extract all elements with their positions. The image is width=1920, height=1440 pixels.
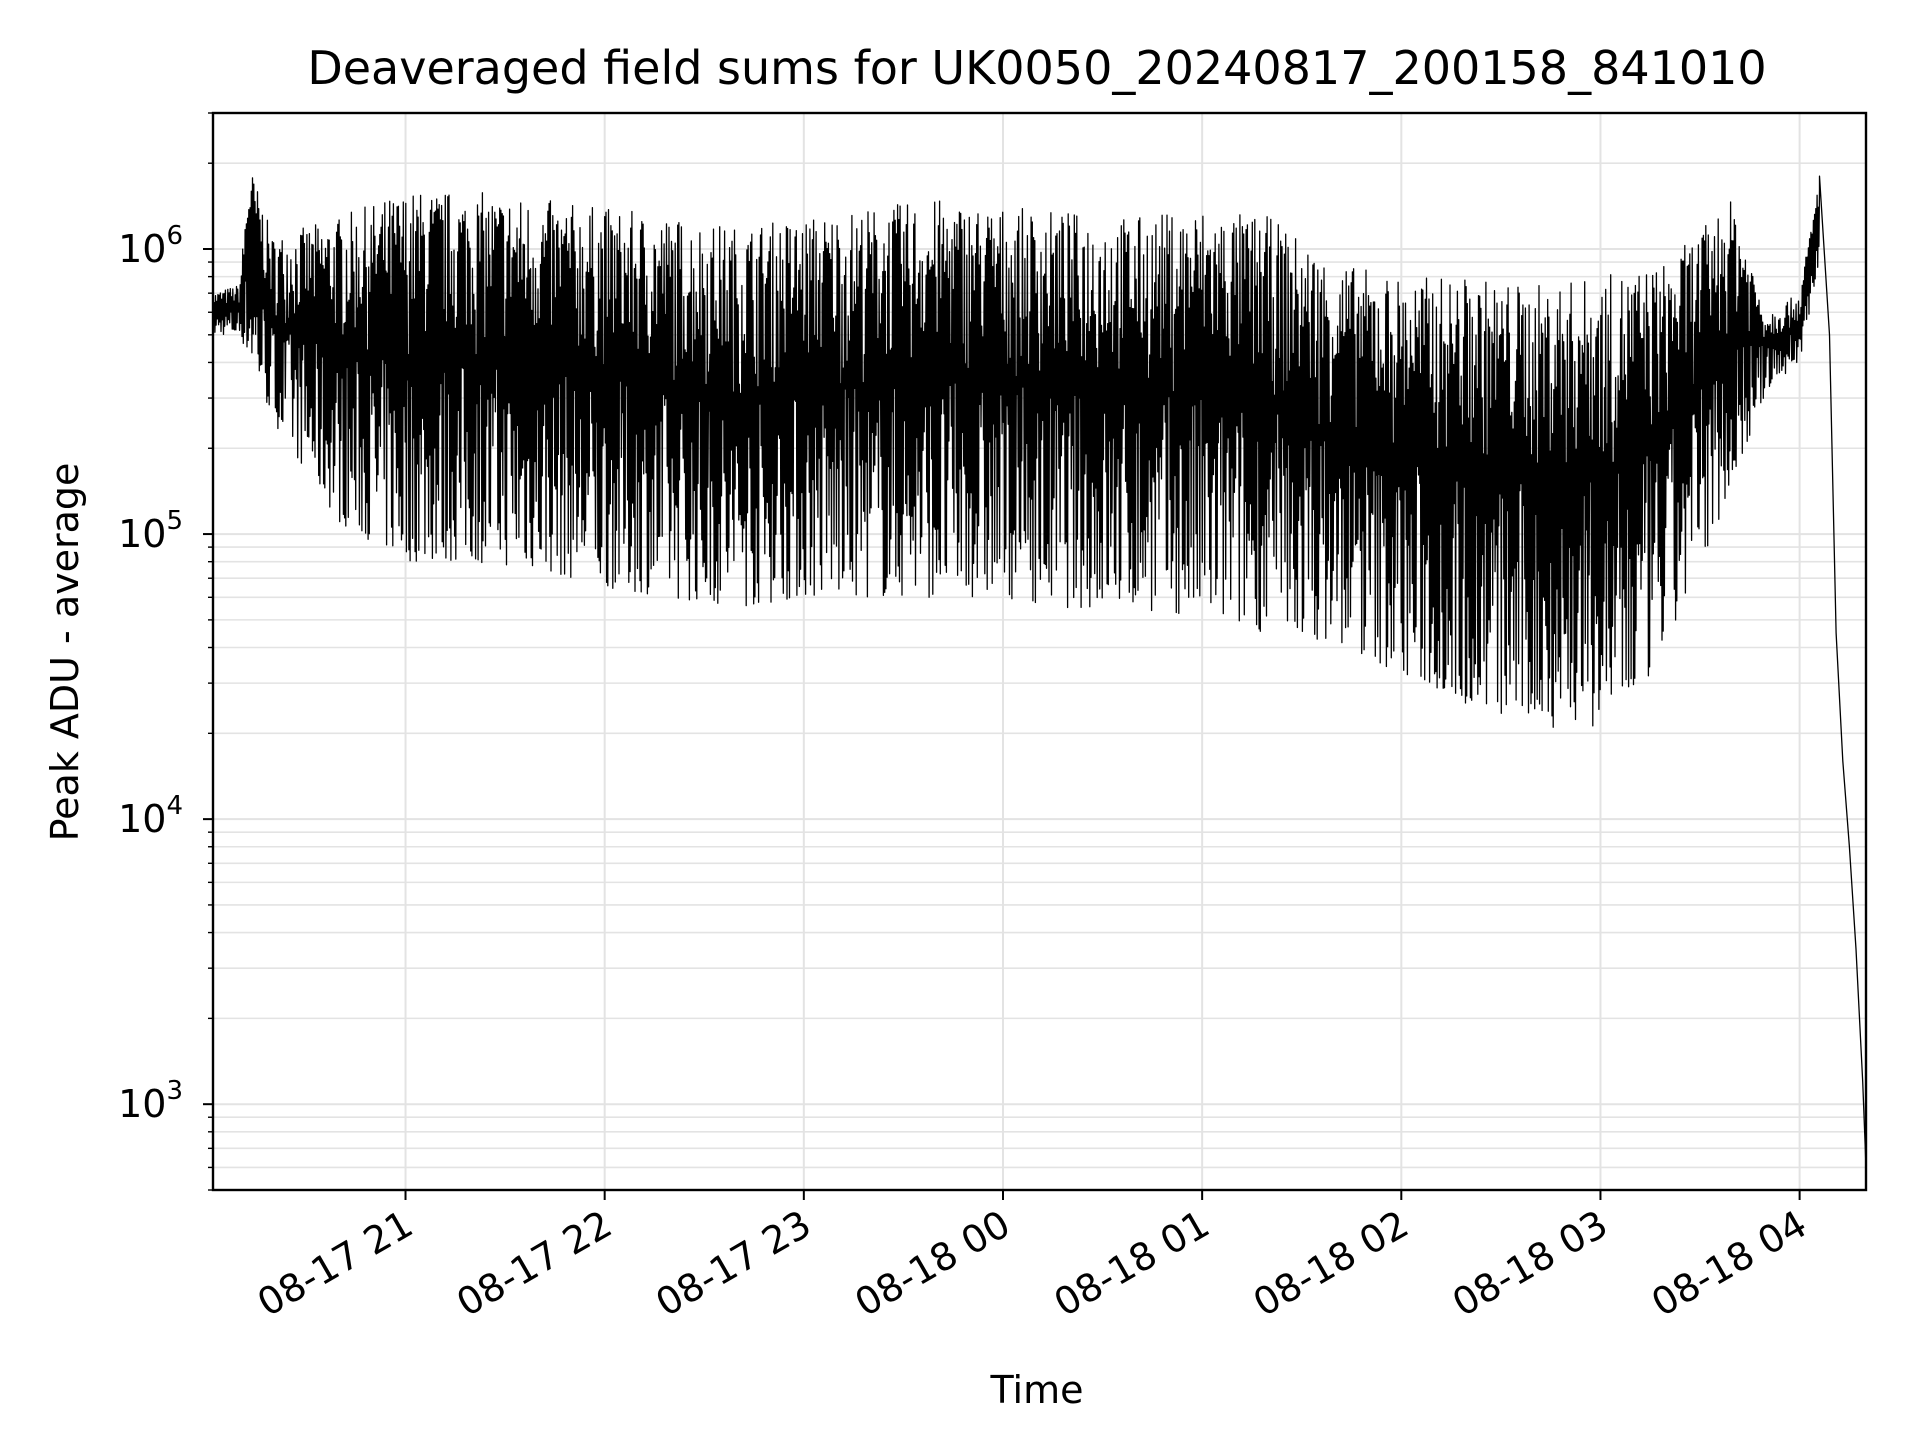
- chart-title: Deaveraged field sums for UK0050_2024081…: [307, 41, 1766, 95]
- x-axis-label: Time: [990, 1368, 1084, 1412]
- y-tick-exponent: 5: [166, 506, 183, 536]
- y-axis-label: Peak ADU - average: [43, 463, 87, 842]
- y-tick-exponent: 6: [166, 221, 183, 251]
- y-tick-exponent: 4: [166, 791, 183, 821]
- series-line: [212, 175, 1867, 1168]
- series: [212, 175, 1867, 1168]
- plot-frame: [211, 111, 1868, 1192]
- y-tick-exponent: 3: [166, 1076, 183, 1106]
